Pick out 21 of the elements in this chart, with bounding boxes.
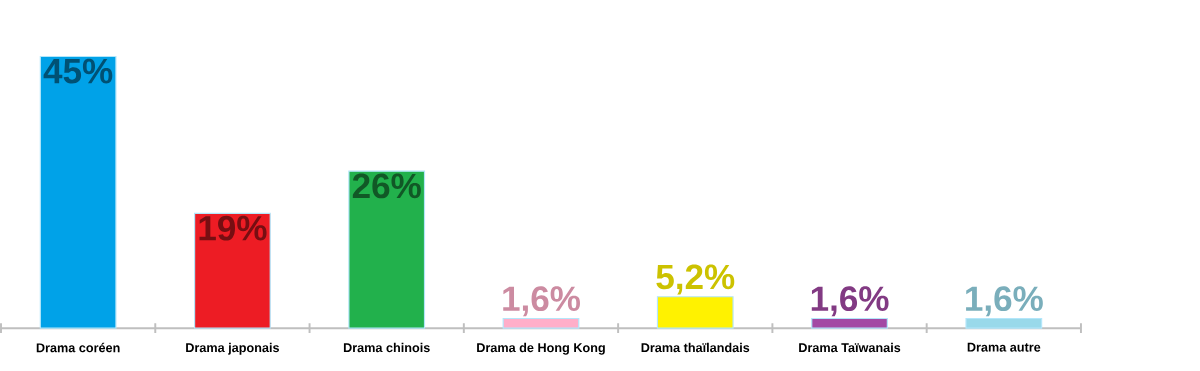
x-tick-label: Drama japonais <box>186 342 280 355</box>
data-label: 5,2% <box>656 264 735 295</box>
x-tick-label: Drama coréen <box>36 342 120 353</box>
bar <box>39 55 117 329</box>
x-tick-label: Drama chinois <box>343 342 430 353</box>
data-label: 45% <box>43 58 113 84</box>
bar <box>965 317 1043 329</box>
data-label: 1,6% <box>811 286 889 317</box>
x-tick-label: Drama Taïwanais <box>799 342 901 353</box>
bar <box>194 212 271 329</box>
x-tick-label: Drama de Hong Kong <box>477 342 605 355</box>
x-tick-label: Drama thaïlandais <box>641 342 750 353</box>
x-tick-label: Drama autre <box>967 342 1041 352</box>
bar <box>502 317 580 329</box>
data-label: 1,6% <box>966 286 1043 317</box>
data-label: 1,6% <box>503 286 580 317</box>
bar <box>348 170 426 329</box>
data-label: 19% <box>199 215 267 241</box>
data-label: 26% <box>352 173 421 199</box>
bar <box>656 296 734 329</box>
bar <box>811 317 888 329</box>
